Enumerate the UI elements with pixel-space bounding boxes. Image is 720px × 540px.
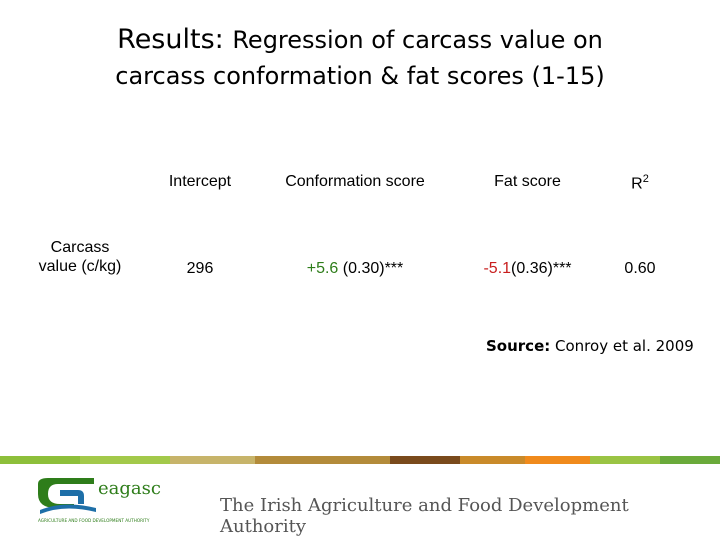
stripe-segment: [0, 456, 80, 464]
logo-subtext: AGRICULTURE AND FOOD DEVELOPMENT AUTHORI…: [38, 518, 150, 523]
authority-tagline: The Irish Agriculture and Food Developme…: [220, 495, 629, 537]
results-table: Intercept Conformation score Fat score R…: [20, 173, 665, 278]
row-label-line-1: Carcass: [50, 239, 110, 256]
title-line-1: Results: Regression of carcass value on: [0, 22, 720, 58]
stripe-segment: [390, 456, 460, 464]
teagasc-logo-icon: eagasc AGRICULTURE AND FOOD DEVELOPMENT …: [38, 478, 161, 523]
teagasc-logo: eagasc AGRICULTURE AND FOOD DEVELOPMENT …: [34, 470, 174, 526]
conformation-se: (0.30)***: [338, 260, 404, 277]
title-lead: Results:: [117, 24, 224, 55]
fat-value: -5.1: [483, 260, 512, 277]
color-stripe: [0, 456, 720, 464]
header-conformation: Conformation score: [285, 173, 425, 190]
row-label-line-2: value (c/kg): [38, 258, 122, 275]
fat-se: (0.36)***: [511, 260, 572, 277]
intercept-value: 296: [186, 260, 214, 277]
conformation-cell: +5.6 (0.30)***: [260, 260, 450, 278]
source-label: Source:: [486, 337, 551, 355]
header-intercept: Intercept: [168, 173, 232, 190]
stripe-segment: [255, 456, 390, 464]
logo-text: eagasc: [98, 478, 161, 499]
row-label: Carcass value (c/kg): [20, 238, 140, 276]
stripe-segment: [170, 456, 255, 464]
source-text: Conroy et al. 2009: [550, 337, 694, 355]
title-line-2: carcass conformation & fat scores (1-15): [115, 62, 605, 90]
stripe-segment: [660, 456, 720, 464]
stripe-segment: [590, 456, 660, 464]
title-line1-rest: Regression of carcass value on: [232, 26, 603, 54]
stripe-segment: [80, 456, 170, 464]
header-r: R: [631, 175, 643, 193]
slide-title: Results: Regression of carcass value on …: [0, 22, 720, 94]
stripe-segment: [525, 456, 590, 464]
conformation-value: +5.6: [306, 260, 339, 277]
header-r2: R2: [615, 173, 665, 193]
fat-cell: -5.1(0.36)***: [455, 260, 600, 278]
source-citation: Source: Conroy et al. 2009: [486, 337, 694, 355]
header-fat: Fat score: [494, 173, 561, 190]
r2-value: 0.60: [624, 260, 656, 277]
stripe-segment: [460, 456, 525, 464]
header-r-superscript: 2: [642, 173, 649, 185]
